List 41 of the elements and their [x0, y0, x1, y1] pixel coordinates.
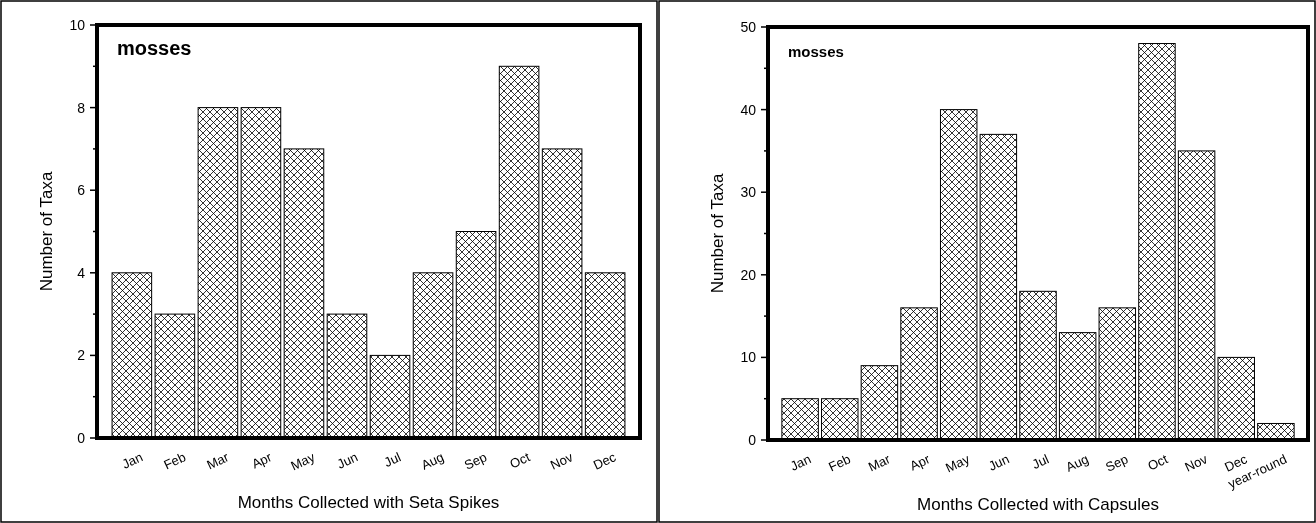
y-tick-label: 50	[740, 18, 757, 35]
y-tick-label: 10	[69, 16, 86, 33]
y-tick-label: 4	[77, 264, 86, 281]
x-tick-label: Jan	[119, 449, 145, 472]
x-tick-label: Jan	[787, 451, 814, 474]
x-tick-label: Jul	[1029, 451, 1052, 472]
x-tick-label: May	[943, 451, 973, 476]
x-axis-title: Months Collected with Capsules	[917, 495, 1159, 514]
x-tick-label: Aug	[418, 449, 447, 473]
x-tick-label: Apr	[907, 451, 933, 474]
x-tick-label: Dec	[590, 449, 619, 473]
x-tick-label: Feb	[826, 451, 853, 475]
x-tick-label: Sep	[1103, 451, 1131, 475]
x-tick-label: Jul	[381, 449, 404, 470]
x-tick-label: Mar	[865, 451, 894, 475]
y-tick-label: 6	[77, 182, 86, 199]
x-axis-title: Months Collected with Seta Spikes	[237, 493, 500, 512]
y-tick-label: 30	[740, 184, 757, 201]
x-tick-label: Aug	[1063, 451, 1091, 475]
x-tick-label: Oct	[1145, 451, 1171, 474]
annotation: mosses	[788, 43, 844, 60]
x-tick-label: Jun	[334, 449, 361, 472]
x-tick-label: Nov	[1182, 451, 1211, 475]
y-axis-title: Number of Taxa	[37, 171, 56, 292]
x-tick-label: Feb	[161, 449, 188, 473]
x-tick-label: May	[288, 449, 318, 474]
x-tick-label: Nov	[547, 449, 576, 473]
y-tick-label: 2	[77, 347, 86, 364]
x-tick-label: Oct	[507, 449, 533, 472]
x-tick-label: Apr	[249, 449, 275, 472]
y-tick-label: 10	[740, 349, 757, 366]
y-tick-label: 0	[77, 429, 86, 446]
x-tick-label: Jun	[986, 451, 1012, 474]
y-tick-label: 20	[740, 266, 757, 283]
annotation: mosses	[117, 37, 192, 59]
x-tick-label: Sep	[461, 449, 490, 473]
y-axis-title: Number of Taxa	[708, 173, 727, 294]
y-tick-label: 8	[77, 99, 86, 116]
x-tick-label: Mar	[204, 449, 232, 473]
y-tick-label: 40	[740, 101, 757, 118]
y-tick-label: 0	[748, 431, 757, 448]
